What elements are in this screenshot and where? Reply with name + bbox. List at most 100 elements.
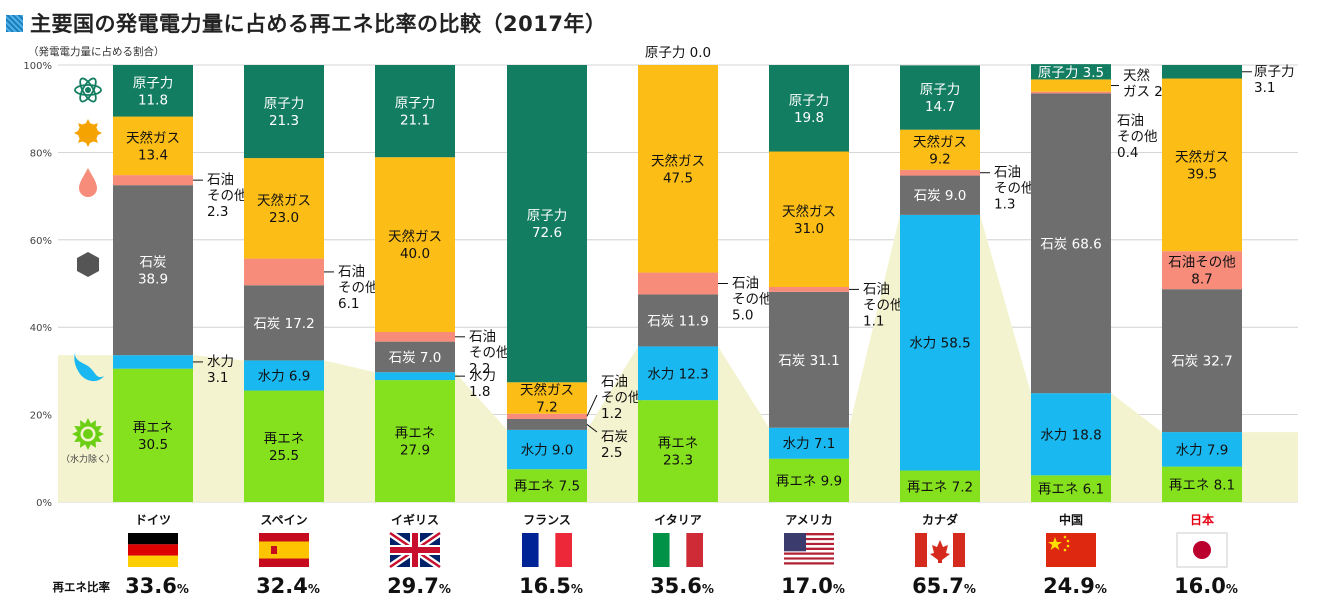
data-label-oil: その他 <box>469 345 510 361</box>
data-label-hydro: 水力 9.0 <box>521 443 574 459</box>
bar-segment-nuclear <box>113 65 193 117</box>
flag-part <box>784 559 834 563</box>
data-label-gas: 40.0 <box>400 246 430 262</box>
bar-segment-gas <box>900 129 980 170</box>
flag-part <box>686 533 703 567</box>
bar-5 <box>769 65 849 502</box>
bar-segment-oil <box>1031 91 1111 94</box>
leader-line <box>586 394 598 417</box>
data-label-gas: 天然 <box>1123 67 1150 84</box>
bar-segment-nuclear <box>1162 65 1242 79</box>
data-label-gas: 23.0 <box>269 210 299 226</box>
bar-segment-hydro <box>375 372 455 381</box>
data-label-coal: 石炭 32.7 <box>1171 354 1232 370</box>
flag-part <box>784 533 834 536</box>
bar-segment-renewable <box>900 470 980 502</box>
sun-ray <box>85 444 91 450</box>
bar-segment-oil <box>244 258 324 286</box>
data-label-oil: 8.7 <box>1191 272 1212 288</box>
data-label-oil: 1.1 <box>863 313 884 329</box>
france-flag <box>522 533 572 567</box>
flag-part <box>784 554 834 558</box>
data-label-hydro: 水力 6.9 <box>258 368 311 384</box>
atom-icon <box>74 77 102 103</box>
data-label-hydro: 水力 12.3 <box>647 366 708 382</box>
data-label-nuclear: 14.7 <box>925 99 955 115</box>
bar-segment-oil <box>507 413 587 419</box>
flag-part <box>669 533 687 567</box>
title-block: 主要国の発電電力量に占める再エネ比率の比較（2017年） <box>6 8 606 38</box>
japan-flag <box>1176 532 1228 568</box>
renewable-ratio-value: 24.9% <box>1043 574 1107 598</box>
renewable-note: （水力除く） <box>61 453 115 465</box>
data-label-coal: 石炭 <box>601 429 628 445</box>
data-label-oil: 1.2 <box>601 406 622 422</box>
bar-segment-renewable <box>244 390 324 502</box>
bar-segment-coal <box>113 185 193 356</box>
flag-part <box>784 533 806 552</box>
sun-ring <box>77 423 99 445</box>
data-label-renewable: 再エネ 8.1 <box>1169 477 1235 493</box>
bar-4 <box>638 65 718 502</box>
data-label-gas: 天然ガス <box>257 192 311 209</box>
data-label-coal: 石炭 17.2 <box>253 316 314 332</box>
bar-segment-coal <box>1031 93 1111 394</box>
star-icon <box>1066 539 1070 543</box>
bar-segment-renewable <box>1031 475 1111 502</box>
data-label-hydro: 水力 <box>469 368 496 384</box>
sun-icon <box>72 418 104 450</box>
data-label-renewable: 再エネ <box>264 431 305 447</box>
sun-ray <box>80 441 86 448</box>
flag-part <box>1046 533 1096 567</box>
bar-segment-nuclear <box>507 65 587 383</box>
bar-segment-nuclear <box>769 65 849 152</box>
renewable-ratio-value: 33.6% <box>125 574 189 598</box>
flag-part <box>128 544 178 556</box>
data-label-renewable: 23.3 <box>663 453 693 469</box>
data-label-nuclear: 原子力 3.5 <box>1038 65 1104 81</box>
italy-flag <box>653 533 703 567</box>
data-label-oil: 石油 <box>207 172 234 188</box>
chart-title: 主要国の発電電力量に占める再エネ比率の比較（2017年） <box>30 12 607 36</box>
bar-segment-gas <box>113 116 193 176</box>
renewable-ratio-value: 16.0% <box>1174 574 1238 598</box>
data-label-gas: 31.0 <box>794 221 824 237</box>
gas-core <box>78 123 98 143</box>
bar-segment-renewable <box>113 368 193 502</box>
flag-part <box>784 542 834 546</box>
ratio-number: 32.4 <box>256 574 308 598</box>
bar-segment-renewable <box>1162 466 1242 502</box>
bar-6 <box>900 65 980 502</box>
data-label-nuclear: 原子力 <box>527 208 568 224</box>
sun-ray <box>72 431 78 437</box>
maple-leaf-icon <box>930 540 950 563</box>
data-label-gas: 天然ガス <box>1175 148 1229 165</box>
uk-flag <box>388 530 442 570</box>
data-label-nuclear: 19.8 <box>794 110 824 126</box>
data-label-hydro: 水力 7.1 <box>783 436 836 452</box>
bar-segment-oil <box>375 332 455 342</box>
data-label-gas: 13.4 <box>138 147 168 163</box>
sun-ray <box>95 426 102 432</box>
ratio-number: 16.5 <box>519 574 571 598</box>
ratio-unit: % <box>177 582 189 596</box>
sun-ray <box>98 431 104 437</box>
data-label-coal: 石炭 <box>140 255 167 271</box>
flag-part <box>784 564 834 567</box>
country-name: フランス <box>523 513 571 527</box>
data-label-coal: 2.5 <box>601 445 622 461</box>
flag-part <box>784 545 834 548</box>
data-label-coal: 石炭 11.9 <box>647 313 708 329</box>
country-name: アメリカ <box>785 513 832 527</box>
bar-segment-oil <box>900 169 980 176</box>
sun-ray <box>74 436 81 442</box>
chart-subtitle: （発電電力量に占める割合） <box>28 46 165 58</box>
bar-0 <box>113 65 193 502</box>
country-name: カナダ <box>922 512 958 527</box>
bar-segment-gas <box>375 157 455 333</box>
sun-ray <box>74 426 81 432</box>
data-label-oil: 5.0 <box>732 308 753 324</box>
bar-7 <box>1031 64 1111 502</box>
flag-border <box>1176 532 1228 568</box>
data-label-oil: 石油 <box>469 329 496 345</box>
